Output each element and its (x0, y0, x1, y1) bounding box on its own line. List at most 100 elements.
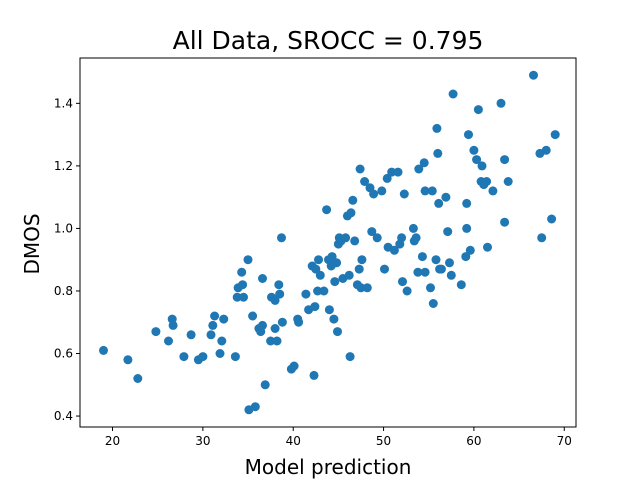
y-tick-label-0: 0.4 (54, 409, 73, 423)
data-point-77 (355, 164, 365, 174)
data-point-118 (445, 258, 454, 268)
data-point-0 (99, 345, 108, 355)
y-tick-label-1: 0.6 (54, 347, 73, 361)
data-point-124 (462, 223, 472, 233)
chart-title: All Data, SROCC = 0.795 (173, 26, 484, 55)
data-point-135 (488, 186, 498, 196)
data-point-125 (464, 130, 473, 140)
data-point-92 (393, 167, 403, 177)
data-point-91 (389, 245, 399, 255)
data-point-126 (465, 245, 475, 255)
data-point-137 (500, 155, 510, 165)
data-point-49 (310, 302, 320, 312)
data-point-7 (179, 352, 189, 362)
data-point-100 (411, 233, 421, 243)
data-point-136 (496, 98, 506, 108)
data-point-115 (436, 264, 446, 274)
data-point-95 (398, 277, 407, 287)
data-point-139 (503, 177, 513, 186)
data-point-45 (301, 289, 311, 299)
data-point-8 (186, 330, 196, 340)
data-point-40 (277, 317, 287, 327)
y-tick-label-4: 1.2 (54, 159, 73, 173)
x-tick-label-4: 60 (466, 434, 481, 448)
data-point-78 (356, 283, 366, 293)
data-point-36 (272, 336, 282, 346)
data-point-22 (239, 292, 248, 302)
data-point-16 (219, 314, 229, 324)
data-point-117 (443, 227, 453, 237)
data-point-101 (413, 267, 423, 277)
data-point-140 (529, 70, 538, 80)
data-point-79 (357, 255, 367, 265)
data-point-113 (434, 198, 444, 208)
data-point-34 (270, 324, 280, 333)
data-point-134 (483, 242, 492, 252)
data-point-98 (408, 223, 418, 233)
y-axis-label: DMOS (20, 213, 44, 274)
data-point-2 (133, 374, 143, 383)
data-point-123 (462, 198, 472, 208)
plot-frame (79, 57, 577, 428)
data-point-38 (275, 289, 285, 299)
data-point-81 (362, 283, 372, 293)
x-tick-label-3: 50 (376, 434, 391, 448)
data-point-74 (350, 236, 360, 246)
data-point-142 (537, 233, 547, 243)
data-point-96 (399, 189, 409, 199)
data-point-71 (345, 352, 355, 362)
data-point-121 (456, 280, 466, 290)
x-tick-label-0: 20 (105, 434, 120, 448)
data-point-13 (210, 311, 220, 321)
data-point-85 (372, 233, 382, 243)
data-point-52 (314, 255, 323, 265)
data-point-20 (237, 267, 247, 277)
data-point-31 (260, 380, 270, 390)
data-point-55 (322, 205, 332, 215)
data-point-105 (420, 186, 430, 196)
data-point-120 (448, 89, 458, 99)
data-point-111 (432, 123, 442, 133)
data-point-26 (250, 402, 260, 412)
data-point-143 (541, 145, 551, 155)
x-tick-label-2: 40 (286, 434, 301, 448)
data-point-23 (243, 255, 253, 265)
data-point-84 (369, 189, 379, 199)
data-point-63 (333, 327, 342, 337)
data-points (99, 70, 560, 415)
y-axis-ticks: 0.4 0.6 0.8 1.0 1.2 1.4 (54, 96, 80, 423)
data-point-1 (123, 355, 133, 365)
data-point-129 (473, 105, 483, 115)
data-point-60 (329, 314, 339, 324)
data-point-39 (277, 233, 286, 243)
data-point-32 (266, 336, 276, 346)
data-point-97 (402, 286, 412, 296)
data-point-108 (427, 186, 437, 196)
data-point-138 (500, 217, 510, 227)
data-point-80 (360, 177, 370, 186)
x-tick-label-5: 70 (557, 434, 572, 448)
data-point-15 (217, 336, 227, 346)
data-point-72 (346, 208, 356, 218)
x-tick-label-1: 30 (195, 434, 210, 448)
x-axis-label: Model prediction (245, 455, 412, 479)
data-point-57 (324, 305, 334, 315)
data-point-30 (258, 274, 267, 283)
data-point-122 (461, 252, 471, 262)
data-point-94 (397, 233, 407, 243)
data-point-11 (206, 330, 216, 340)
data-point-18 (232, 292, 242, 302)
data-point-103 (417, 252, 427, 262)
data-point-25 (248, 311, 258, 321)
data-point-131 (477, 161, 487, 171)
data-point-90 (387, 167, 397, 177)
data-point-73 (348, 195, 358, 205)
data-point-17 (230, 352, 240, 362)
data-point-4 (164, 336, 173, 346)
x-axis-ticks: 20 30 40 50 60 70 (105, 427, 572, 448)
y-tick-label-3: 1.0 (54, 221, 73, 235)
data-point-10 (198, 352, 208, 362)
data-point-112 (433, 148, 443, 158)
